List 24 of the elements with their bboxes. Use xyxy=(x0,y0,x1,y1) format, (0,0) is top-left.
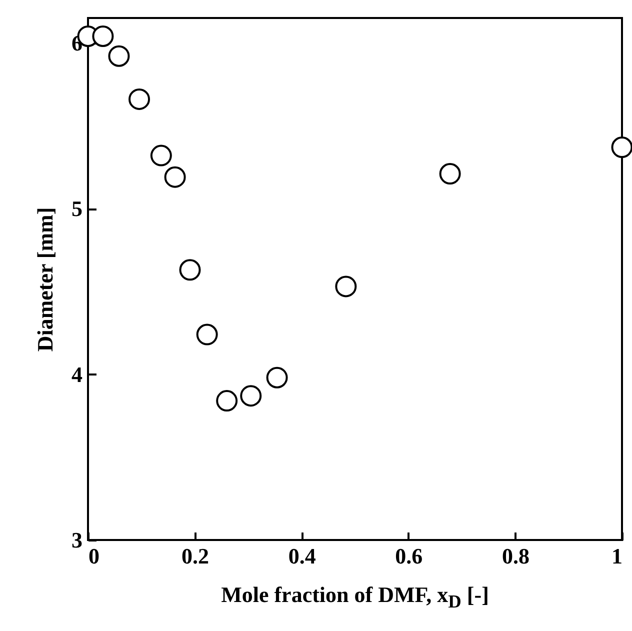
y-tick-label: 5 xyxy=(72,196,82,222)
point xyxy=(164,166,186,188)
y-tick-label: 4 xyxy=(72,362,82,387)
x-tick-label: 0 xyxy=(88,544,100,568)
x-tick-label: 0.4 xyxy=(288,544,316,568)
x-tick-label: 0.2 xyxy=(182,544,210,568)
point xyxy=(179,259,201,281)
point xyxy=(128,88,150,110)
x-tick-label: 0.8 xyxy=(502,544,530,568)
point xyxy=(150,144,172,166)
point xyxy=(196,324,218,346)
point xyxy=(611,136,632,158)
point xyxy=(439,163,461,184)
point xyxy=(92,26,114,47)
y-tick-label: 3 xyxy=(72,528,82,552)
x-tick-label: 0.6 xyxy=(395,544,423,568)
point xyxy=(108,45,130,67)
point xyxy=(335,276,357,298)
point xyxy=(240,385,262,407)
point xyxy=(216,390,238,412)
y-axis-title: Diameter [mm] xyxy=(32,207,58,352)
x-tick-label: 1 xyxy=(612,544,622,568)
point xyxy=(266,366,288,388)
x-axis-title: Mole fraction of DMF, x$_{D}$ [-] xyxy=(220,582,490,612)
